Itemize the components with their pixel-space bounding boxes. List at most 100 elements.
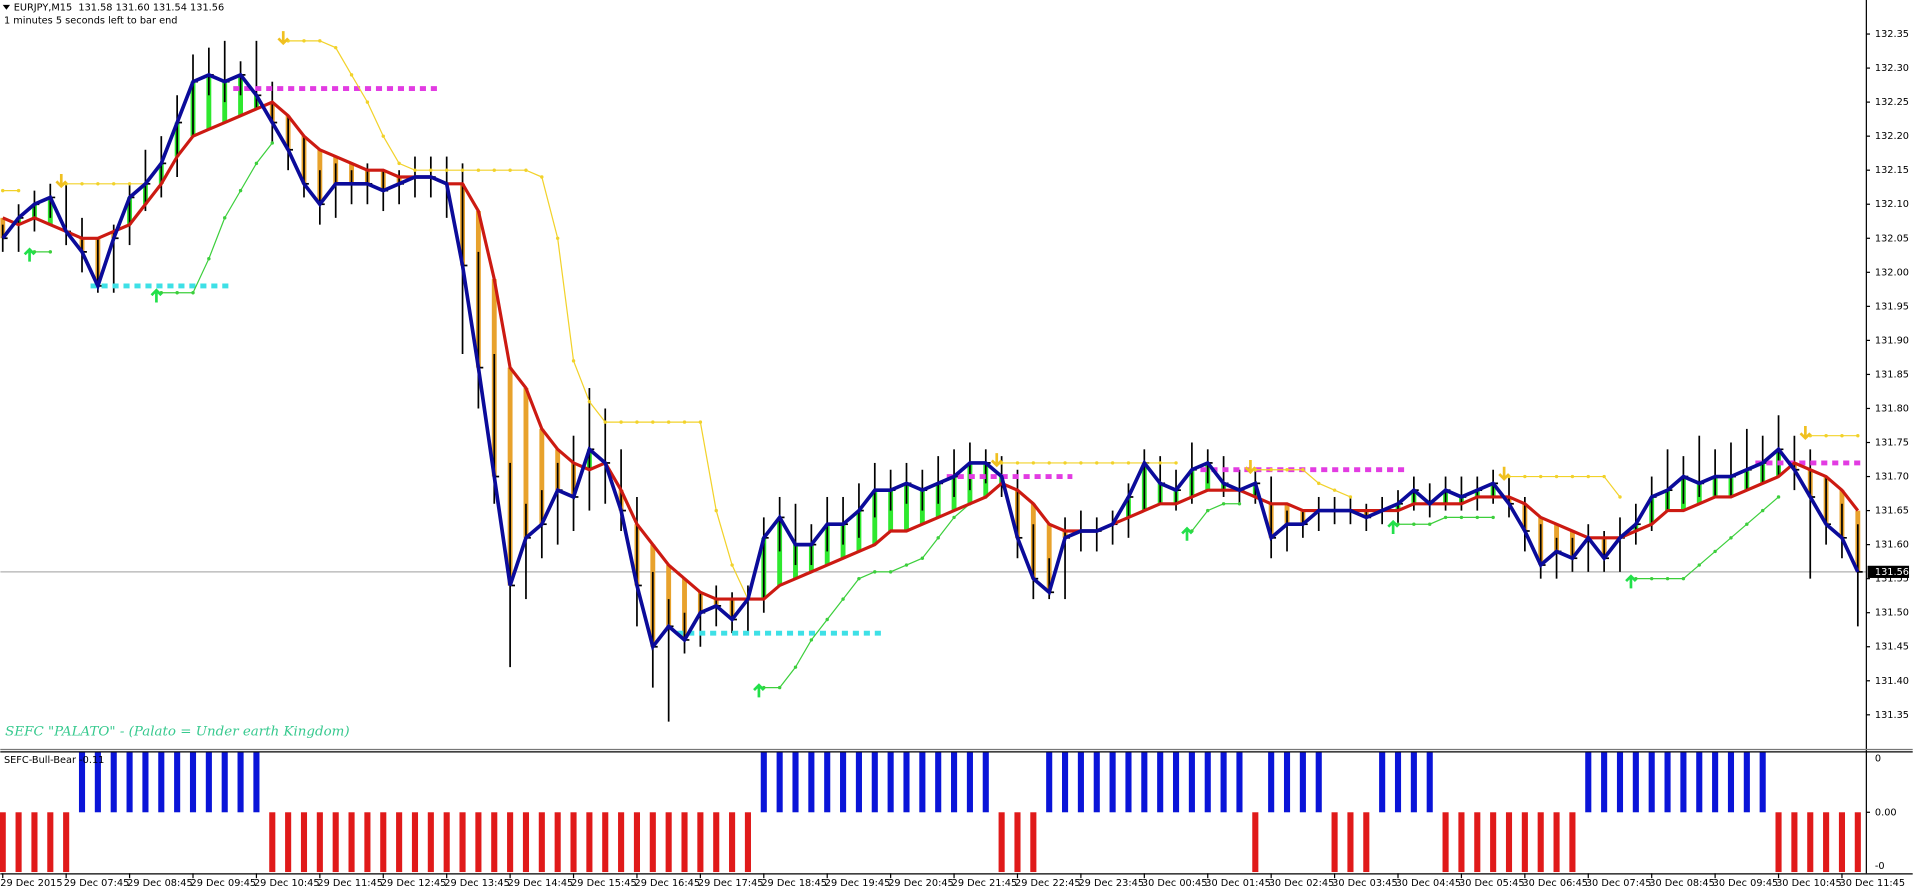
bull-bear-bar <box>1632 752 1639 813</box>
bull-bear-bar <box>808 752 815 813</box>
bull-bear-bar <box>1727 752 1735 813</box>
x-tick-label: 30 Dec 10:45 <box>1776 878 1842 889</box>
stop_down-dot <box>302 39 306 43</box>
stop_up-dot <box>270 141 274 145</box>
x-tick-label: 29 Dec 14:45 <box>508 878 574 889</box>
x-tick-label: 29 Dec 17:45 <box>698 878 764 889</box>
stop_up-dot <box>175 291 179 295</box>
current-price-label: 131.56 <box>1875 567 1909 578</box>
x-tick-label: 30 Dec 09:45 <box>1713 878 1779 889</box>
bull-bear-bar <box>1236 752 1243 813</box>
bull-bear-bar <box>1712 752 1719 813</box>
bull-bear-bar <box>174 752 181 813</box>
bull-bear-bar <box>1759 752 1766 813</box>
bull-bear-bar <box>1505 812 1513 873</box>
bull-bear-bar <box>554 812 561 873</box>
bull-bear-bar <box>63 812 70 873</box>
stop_up-arrow <box>23 247 36 262</box>
bull-bear-bar <box>1838 812 1846 873</box>
bull-bear-bar <box>475 812 482 873</box>
stop_down-dot <box>651 420 655 424</box>
symbol-header: EURJPY,M15 131.58 131.60 131.54 131.56 <box>14 2 224 13</box>
stop_down-dot <box>1126 461 1131 465</box>
x-tick-label: 30 Dec 11:45 <box>1840 878 1906 889</box>
y-tick-label: 0.00 <box>1875 807 1897 818</box>
bull-bear-bar <box>411 812 419 873</box>
y-tick-label: 132.10 <box>1875 199 1909 210</box>
stop_down-dot <box>1554 474 1559 479</box>
bull-bear-bar <box>665 812 672 873</box>
stop_down-dot <box>587 399 592 404</box>
stop_down-dot <box>381 134 385 138</box>
bull-bear-bar <box>1616 752 1624 813</box>
stop_down-dot <box>80 182 84 186</box>
y-tick-label: 131.60 <box>1875 540 1909 551</box>
x-tick-label: 30 Dec 04:45 <box>1396 878 1462 889</box>
bull-bear-bar <box>380 812 387 873</box>
stop_up-dot <box>1760 508 1765 513</box>
current-price-box <box>1867 565 1910 578</box>
bull-bear-bar <box>31 812 38 873</box>
bull-bear-bar <box>1426 752 1433 813</box>
bull-bear-bar <box>332 812 339 873</box>
y-tick-label: 131.75 <box>1875 438 1909 449</box>
bull-bear-bar <box>1601 752 1608 813</box>
stop_down-dot <box>508 168 512 172</box>
bull-bear-bar <box>507 812 514 873</box>
stop_down-dot <box>96 182 100 186</box>
stop_down-dot <box>524 168 528 172</box>
bull-bear-bar <box>189 752 197 813</box>
bull-bear-bar <box>681 812 688 873</box>
y-tick-label: 131.40 <box>1875 676 1909 687</box>
slow-line <box>2 100 1860 601</box>
indicator-pane <box>0 752 1861 873</box>
stop_up-arrow <box>1181 526 1193 541</box>
stop_down-dot <box>413 168 417 172</box>
stop_down-dot <box>1174 461 1178 465</box>
stop_down-dot <box>682 420 687 424</box>
fast-line <box>1 72 1860 651</box>
stop_down-dot <box>1840 433 1844 438</box>
bull-bear-bar <box>1775 812 1782 873</box>
bull-bear-bar <box>744 812 751 873</box>
y-tick-label: 131.95 <box>1875 301 1909 312</box>
bull-bear-bar <box>300 812 308 873</box>
stop_up-dot <box>936 536 940 540</box>
bull-bear-bar <box>1474 812 1481 873</box>
x-tick-label: 30 Dec 08:45 <box>1649 878 1715 889</box>
y-tick-label: 132.20 <box>1875 131 1909 142</box>
stop_down-arrow <box>55 174 68 189</box>
y-tick-label: 131.65 <box>1875 506 1909 517</box>
stop_down-dot <box>1602 474 1606 479</box>
stop_down-dot <box>1824 433 1828 438</box>
stop_up-dot <box>223 216 227 220</box>
bull-bear-bar <box>1680 752 1687 813</box>
bull-bear-bar <box>586 812 593 873</box>
bull-bear-bar <box>840 752 847 813</box>
bull-bear-bar <box>1141 752 1148 813</box>
bull-bear-bar <box>1347 812 1354 873</box>
y-tick-label: 131.85 <box>1875 369 1909 380</box>
stop_down-dot <box>1332 488 1337 492</box>
x-tick-label: 29 Dec 08:45 <box>127 878 193 889</box>
bull-bear-bar <box>94 752 101 813</box>
stop_down-dot <box>635 420 639 424</box>
bull-bear-bar <box>1299 752 1306 813</box>
stop_up-dot <box>1206 508 1210 513</box>
stop_down-dot <box>318 39 322 43</box>
y-tick-label: 131.90 <box>1875 335 1909 346</box>
stop_down-dot <box>571 359 576 363</box>
bull-bear-bar <box>1252 812 1259 873</box>
stop_down-dot <box>698 420 703 424</box>
bull-bear-bar <box>982 752 989 813</box>
bull-bear-bar <box>237 752 244 813</box>
x-tick-label: 29 Dec 23:45 <box>1078 878 1144 889</box>
stop_down-dot <box>555 236 560 240</box>
bull-bear-bar <box>158 752 165 813</box>
stop_down-dot <box>1856 433 1860 438</box>
stop_up-dot <box>952 515 956 520</box>
stop_down-dot <box>1079 461 1083 465</box>
indicator-title: SEFC-Bull-Bear -0.11 <box>4 755 104 766</box>
